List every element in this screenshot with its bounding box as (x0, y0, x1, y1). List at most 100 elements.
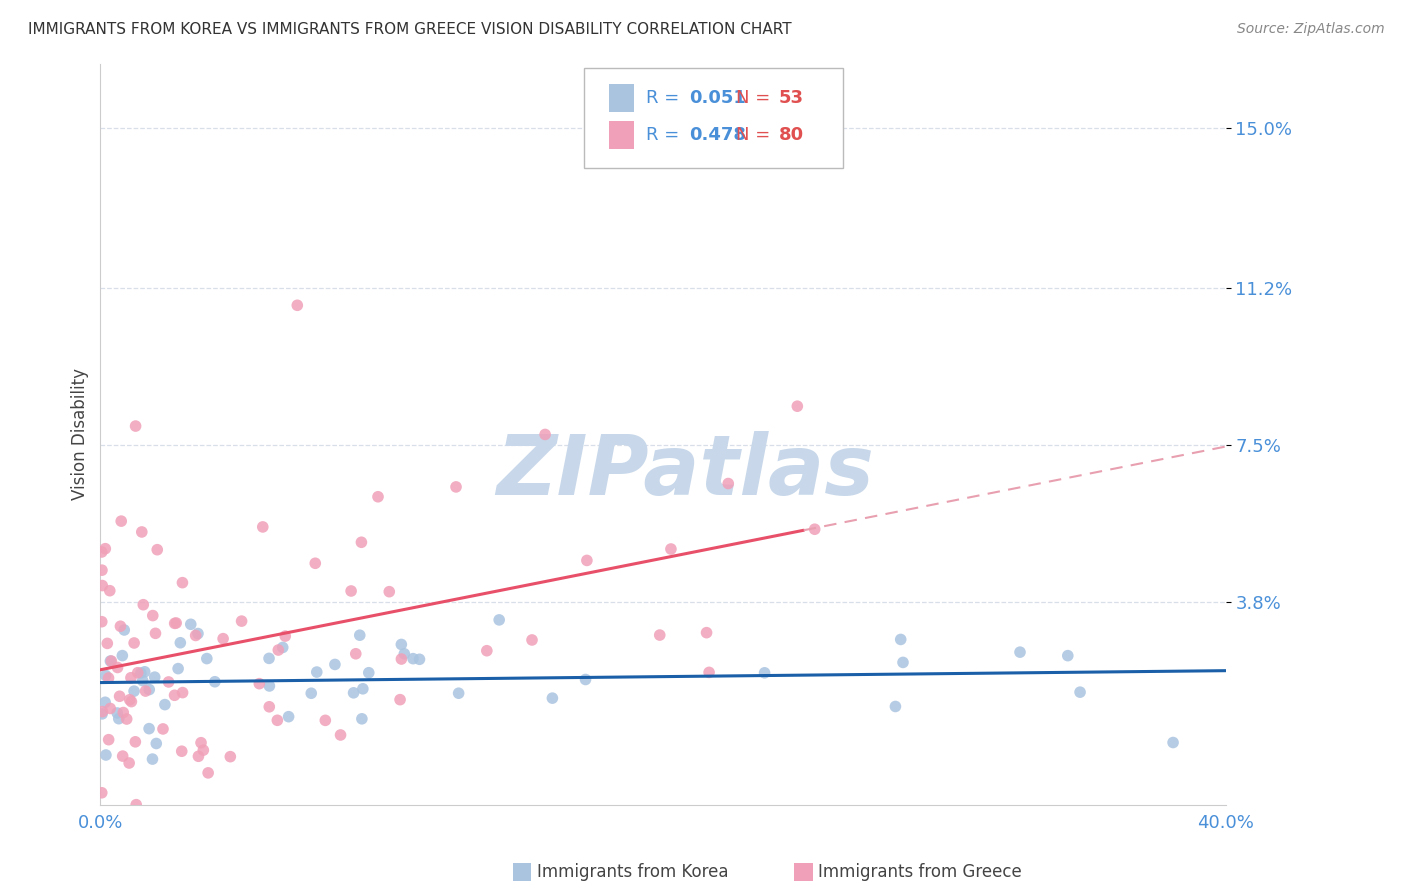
Point (350, 712, 373, 726)
Point (274, 629, 297, 643)
Point (891, 656, 914, 670)
Point (357, 665, 380, 680)
Point (271, 640, 294, 655)
Point (349, 628, 371, 642)
Point (803, 522, 825, 536)
Point (91, 563, 114, 577)
Point (697, 665, 720, 680)
Point (187, 749, 209, 764)
Point (180, 617, 202, 632)
Point (541, 691, 564, 706)
Point (754, 665, 776, 680)
Point (231, 614, 253, 628)
Text: Immigrants from Korea: Immigrants from Korea (537, 863, 728, 881)
Point (111, 749, 134, 764)
Point (132, 598, 155, 612)
Point (257, 651, 280, 665)
Point (277, 709, 299, 723)
FancyBboxPatch shape (585, 68, 844, 168)
Point (350, 535, 373, 549)
Point (108, 690, 131, 704)
Text: N =: N = (737, 89, 776, 107)
Point (96, 636, 118, 650)
Point (110, 514, 132, 528)
Point (134, 665, 156, 679)
Point (146, 542, 169, 557)
Point (138, 682, 160, 697)
Point (890, 632, 912, 647)
Point (167, 662, 190, 676)
Point (884, 699, 907, 714)
Point (170, 744, 193, 758)
Point (475, 644, 498, 658)
Point (105, 706, 128, 720)
Point (184, 628, 207, 642)
Point (157, 675, 180, 690)
Point (125, 797, 148, 812)
Point (1008, 645, 1031, 659)
Point (118, 692, 141, 706)
Point (172, 575, 194, 590)
Point (145, 737, 167, 751)
Y-axis label: Vision Disability: Vision Disability (72, 368, 89, 500)
Point (165, 615, 187, 630)
Point (402, 651, 425, 665)
Point (107, 660, 129, 674)
Text: ZIPatlas: ZIPatlas (496, 431, 875, 512)
Point (389, 652, 412, 666)
Point (91, 705, 114, 719)
Point (197, 765, 219, 780)
Point (323, 657, 346, 672)
Point (648, 628, 671, 642)
Point (342, 686, 364, 700)
Point (118, 756, 141, 770)
Point (285, 298, 308, 312)
Point (91, 706, 114, 721)
Point (219, 749, 242, 764)
Point (94, 747, 117, 762)
Point (329, 728, 352, 742)
Point (786, 399, 808, 413)
Point (90, 786, 112, 800)
Point (488, 613, 510, 627)
Point (120, 671, 142, 685)
Point (444, 480, 467, 494)
Point (153, 698, 176, 712)
Point (1056, 648, 1078, 663)
Point (141, 752, 163, 766)
Point (122, 636, 145, 650)
Text: N =: N = (737, 126, 776, 145)
Text: Immigrants from Greece: Immigrants from Greece (818, 863, 1022, 881)
Point (112, 706, 135, 720)
Bar (609, 84, 634, 112)
Point (94, 541, 117, 556)
Point (1069, 685, 1091, 699)
Point (129, 665, 152, 680)
Point (131, 673, 153, 688)
Point (97, 732, 120, 747)
Point (352, 681, 374, 696)
Point (94, 668, 117, 682)
Point (131, 524, 153, 539)
Point (204, 674, 226, 689)
Point (107, 712, 129, 726)
Point (266, 714, 288, 728)
Point (90, 615, 112, 629)
Point (408, 652, 430, 666)
Point (299, 686, 322, 700)
Text: R =: R = (647, 126, 685, 145)
Point (314, 714, 336, 728)
Point (378, 584, 401, 599)
Point (389, 637, 412, 651)
Point (124, 419, 146, 434)
Point (100, 654, 122, 668)
Point (163, 616, 186, 631)
Point (212, 632, 235, 646)
Point (172, 685, 194, 699)
Text: 0.478: 0.478 (689, 126, 747, 145)
Text: 80: 80 (779, 126, 804, 145)
Point (1161, 735, 1184, 749)
Point (305, 665, 328, 679)
Point (187, 626, 209, 640)
Point (138, 722, 160, 736)
